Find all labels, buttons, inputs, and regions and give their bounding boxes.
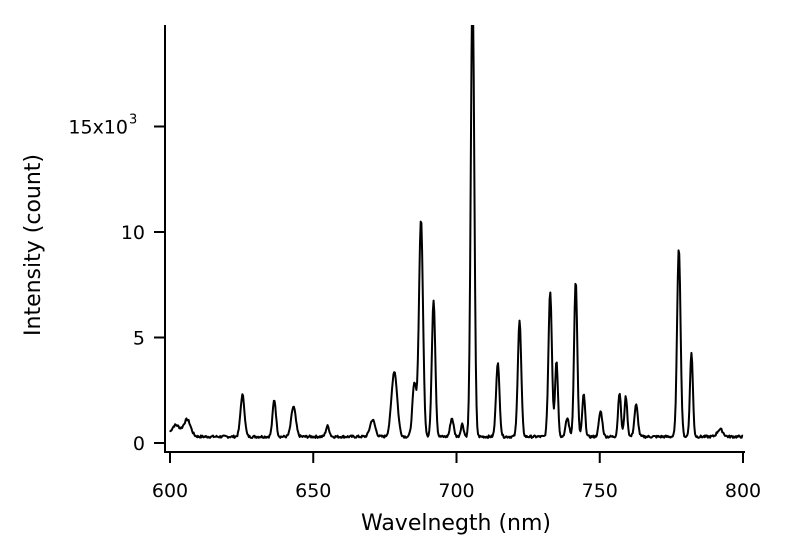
y-axis-title: Intensity (count) xyxy=(21,154,46,336)
y-tick-label: 5 xyxy=(133,328,145,350)
x-tick-label: 800 xyxy=(725,480,761,502)
y-tick-label: 0 xyxy=(133,433,145,455)
x-tick-label: 600 xyxy=(152,480,188,502)
y-tick-exponent: 3 xyxy=(129,113,137,128)
x-tick-label: 700 xyxy=(438,480,474,502)
spectrum-line xyxy=(169,25,744,439)
x-tick-label: 750 xyxy=(582,480,618,502)
y-ticks: 0 5 10 15x10 3 xyxy=(68,113,165,455)
x-ticks: 600 650 700 750 800 xyxy=(152,452,761,502)
x-tick-label: 650 xyxy=(295,480,331,502)
x-axis-title: Wavelnegth (nm) xyxy=(361,511,551,536)
y-tick-label: 10 xyxy=(121,222,145,244)
plot-area xyxy=(169,25,744,439)
y-tick-label: 15x10 xyxy=(68,117,128,139)
